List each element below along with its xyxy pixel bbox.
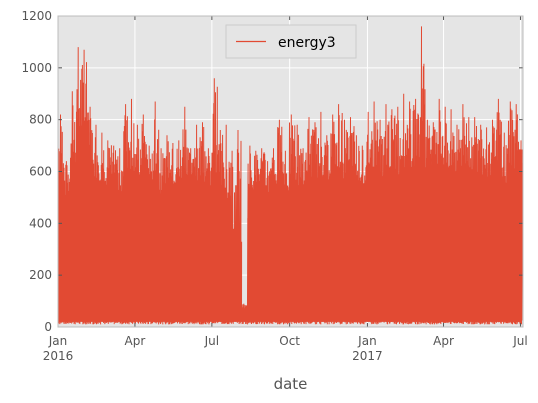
x-tick-label: Jul: [204, 334, 219, 348]
x-axis-label: date: [274, 375, 308, 393]
y-axis-ticks: 0 200 400 600 800 1000 1200: [21, 9, 523, 334]
x-tick-sublabel: 2017: [352, 349, 383, 363]
x-tick-label: Oct: [279, 334, 300, 348]
y-tick-label: 200: [29, 268, 52, 282]
legend: energy3: [225, 24, 357, 59]
x-tick-sublabel: 2016: [43, 349, 74, 363]
series-group: [57, 26, 523, 325]
y-tick-label: 0: [44, 320, 52, 334]
x-tick-label: Jan: [48, 334, 68, 348]
x-tick-label: Apr: [433, 334, 454, 348]
x-tick-label: Jul: [512, 334, 527, 348]
plot-frame: [57, 15, 524, 328]
y-tick-label: 600: [29, 165, 52, 179]
y-tick-label: 800: [29, 113, 52, 127]
y-tick-label: 400: [29, 216, 52, 230]
y-tick-label: 1200: [21, 9, 52, 23]
x-tick-label: Jan: [357, 334, 377, 348]
y-tick-label: 1000: [21, 61, 52, 75]
series-line-energy3: [57, 26, 523, 325]
legend-label-energy3: energy3: [278, 35, 336, 51]
x-tick-label: Apr: [125, 334, 146, 348]
